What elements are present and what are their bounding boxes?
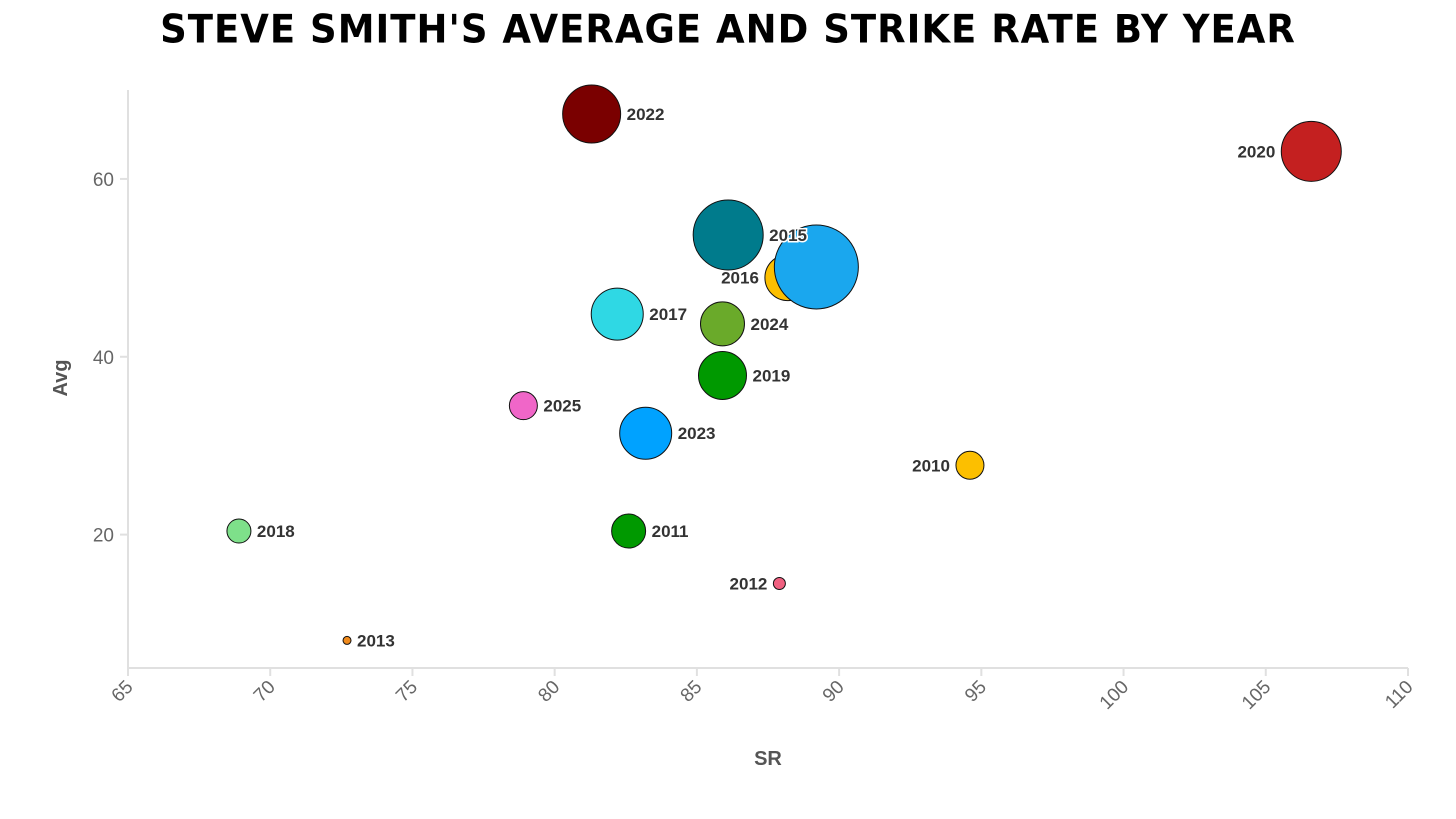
bubble-unlabeled[interactable] [773, 224, 859, 310]
point-label-2018: 2018 [257, 522, 295, 541]
bubble-2019[interactable] [697, 350, 747, 400]
bubble-2015[interactable] [692, 199, 764, 271]
point-label-2017: 2017 [649, 305, 687, 324]
x-tick-label: 70 [250, 677, 280, 707]
bubble-2023[interactable] [619, 406, 673, 460]
x-tick-label: 105 [1238, 677, 1275, 714]
point-label-2016: 2016 [721, 269, 759, 288]
y-tick-label: 40 [93, 348, 114, 369]
chart-title: STEVE SMITH'S AVERAGE AND STRIKE RATE BY… [160, 6, 1296, 53]
point-label-2022: 2022 [627, 105, 665, 124]
bubble-2020[interactable] [1280, 120, 1342, 182]
point-label-2020: 2020 [1237, 142, 1275, 161]
point-label-2023: 2023 [678, 424, 716, 443]
point-label-2013: 2013 [357, 631, 395, 650]
bubble-2024[interactable] [699, 301, 745, 347]
point-label-2015: 2015 [769, 226, 807, 245]
bubble-2011[interactable] [611, 513, 647, 549]
bubble-2018[interactable] [226, 518, 252, 544]
point-label-2019: 2019 [752, 366, 790, 385]
x-tick-label: 90 [819, 677, 849, 707]
bubble-2017[interactable] [590, 287, 644, 341]
point-label-2010: 2010 [912, 456, 950, 475]
x-tick-label: 75 [392, 677, 422, 707]
bubble-2013[interactable] [342, 635, 352, 645]
bubble-2025[interactable] [508, 391, 538, 421]
x-tick-label: 85 [677, 677, 707, 707]
bubbles [226, 84, 1342, 645]
x-tick-label: 100 [1096, 677, 1133, 714]
x-axis-title: SR [754, 748, 782, 770]
bubble-2012[interactable] [772, 577, 786, 591]
point-label-2012: 2012 [730, 575, 768, 594]
point-labels: 2010 2011 2012 2013 2015 2016 2017 2018 2019 2020… [255, 104, 1276, 652]
bubble-2010[interactable] [955, 450, 985, 480]
x-tick-label: 80 [534, 677, 564, 707]
y-axis-title: Avg [50, 359, 72, 396]
point-label-2011: 2011 [652, 522, 689, 541]
point-label-2024: 2024 [750, 315, 788, 334]
y-tick-label: 60 [93, 170, 114, 191]
y-tick-label: 20 [93, 526, 114, 547]
x-tick-label: 95 [961, 677, 991, 707]
point-label-2025: 2025 [543, 397, 581, 416]
x-tick-label: 65 [108, 677, 138, 707]
x-tick-label: 110 [1381, 677, 1417, 713]
axes: 65 70 75 80 85 90 95 100 105 110 20 40 60 [93, 90, 1418, 714]
bubble-2022[interactable] [562, 84, 622, 144]
